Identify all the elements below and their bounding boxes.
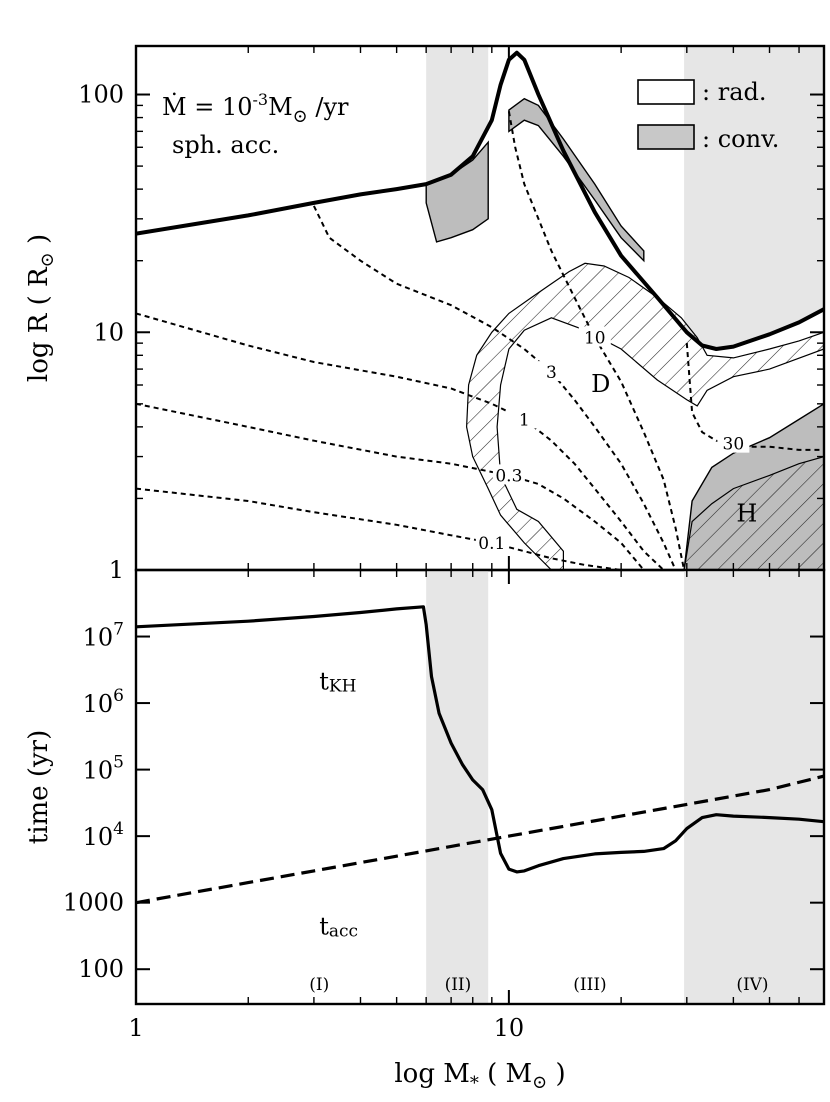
contour-label-bg bbox=[492, 464, 525, 485]
contour-0p1 bbox=[136, 487, 622, 570]
accretion-mode-label: sph. acc. bbox=[172, 131, 279, 159]
phase-label: (I) bbox=[309, 975, 329, 995]
y-tick-label: 105 bbox=[83, 753, 124, 785]
bottom-axis-ticks: 100 1000 104 105 106 107 1 10 bbox=[63, 570, 825, 1042]
x-tick-label: 10 bbox=[494, 1014, 525, 1042]
burning-region-D bbox=[465, 262, 824, 570]
burning-region-H bbox=[683, 455, 824, 570]
series-line-kh bbox=[136, 605, 824, 874]
top-y-axis-title: log R ( R⊙ ) bbox=[24, 234, 58, 382]
accretion-rate-label: Ṁ = 10-3M⊙ /yr bbox=[162, 90, 349, 127]
legend-swatch-conv bbox=[637, 124, 695, 150]
timescale-curves bbox=[136, 605, 824, 905]
contour-label-bg bbox=[475, 531, 508, 552]
contour-label: 0.3 bbox=[495, 466, 522, 486]
bottom-y-axis-title: time (yr) bbox=[24, 730, 54, 844]
legend-label-rad: : rad. bbox=[702, 78, 767, 106]
contour-label-bg bbox=[508, 408, 541, 429]
contour-label: 3 bbox=[546, 363, 557, 383]
contour-labels: 0.1 0.3 1 3 10 30 bbox=[475, 326, 750, 554]
phase-labels: (I) (II) (III) (IV) bbox=[309, 975, 768, 995]
phase-label: (III) bbox=[573, 975, 606, 995]
contour-3 bbox=[312, 205, 677, 570]
y-tick-label: 1 bbox=[109, 556, 124, 584]
legend-label-conv: : conv. bbox=[702, 125, 779, 153]
phase-label: (II) bbox=[445, 975, 472, 995]
y-tick-label: 100 bbox=[78, 955, 124, 983]
contour-label-bg bbox=[578, 326, 611, 347]
y-tick-label: 100 bbox=[78, 81, 124, 109]
contour-label: 10 bbox=[584, 329, 606, 349]
stellar-radius-curve bbox=[136, 50, 824, 351]
x-tick-label: 1 bbox=[128, 1014, 143, 1042]
y-tick-label: 104 bbox=[83, 819, 124, 851]
y-tick-label: 107 bbox=[83, 620, 124, 652]
contour-label-bg bbox=[717, 432, 750, 453]
legend-swatch-rad bbox=[637, 79, 695, 105]
contour-label: 30 bbox=[723, 435, 745, 455]
y-tick-label: 106 bbox=[83, 686, 124, 718]
stellar-interior bbox=[136, 52, 824, 570]
shaded-range-2 bbox=[684, 570, 824, 1004]
contour-10 bbox=[507, 111, 686, 570]
region-label-H: H bbox=[736, 499, 757, 527]
legend: : rad. : conv. bbox=[637, 78, 779, 153]
contour-label: 1 bbox=[519, 410, 530, 430]
contour-label-bg bbox=[535, 361, 568, 382]
contour-1 bbox=[136, 312, 665, 570]
accretion-annotation: Ṁ = 10-3M⊙ /yr sph. acc. bbox=[162, 90, 349, 159]
region-labels: DH bbox=[591, 370, 757, 527]
series-label-kh: tKH bbox=[319, 667, 356, 696]
contour-label: 0.1 bbox=[478, 534, 505, 554]
x-axis-title: log M* ( M⊙ ) bbox=[394, 1059, 565, 1094]
y-tick-label: 1000 bbox=[63, 889, 124, 917]
contour-30 bbox=[685, 343, 824, 451]
series-label-acc: tacc bbox=[319, 913, 358, 942]
burning-regions bbox=[465, 262, 824, 570]
bottom-panel-frame bbox=[134, 568, 826, 1006]
series-line-acc bbox=[136, 774, 824, 905]
y-tick-label: 10 bbox=[93, 318, 124, 346]
mass-phase-shading-bottom bbox=[426, 570, 824, 1004]
series-labels: tKH tacc bbox=[319, 667, 358, 941]
radius-curve bbox=[136, 50, 824, 351]
region-label-D: D bbox=[591, 370, 610, 398]
phase-label: (IV) bbox=[736, 975, 768, 995]
